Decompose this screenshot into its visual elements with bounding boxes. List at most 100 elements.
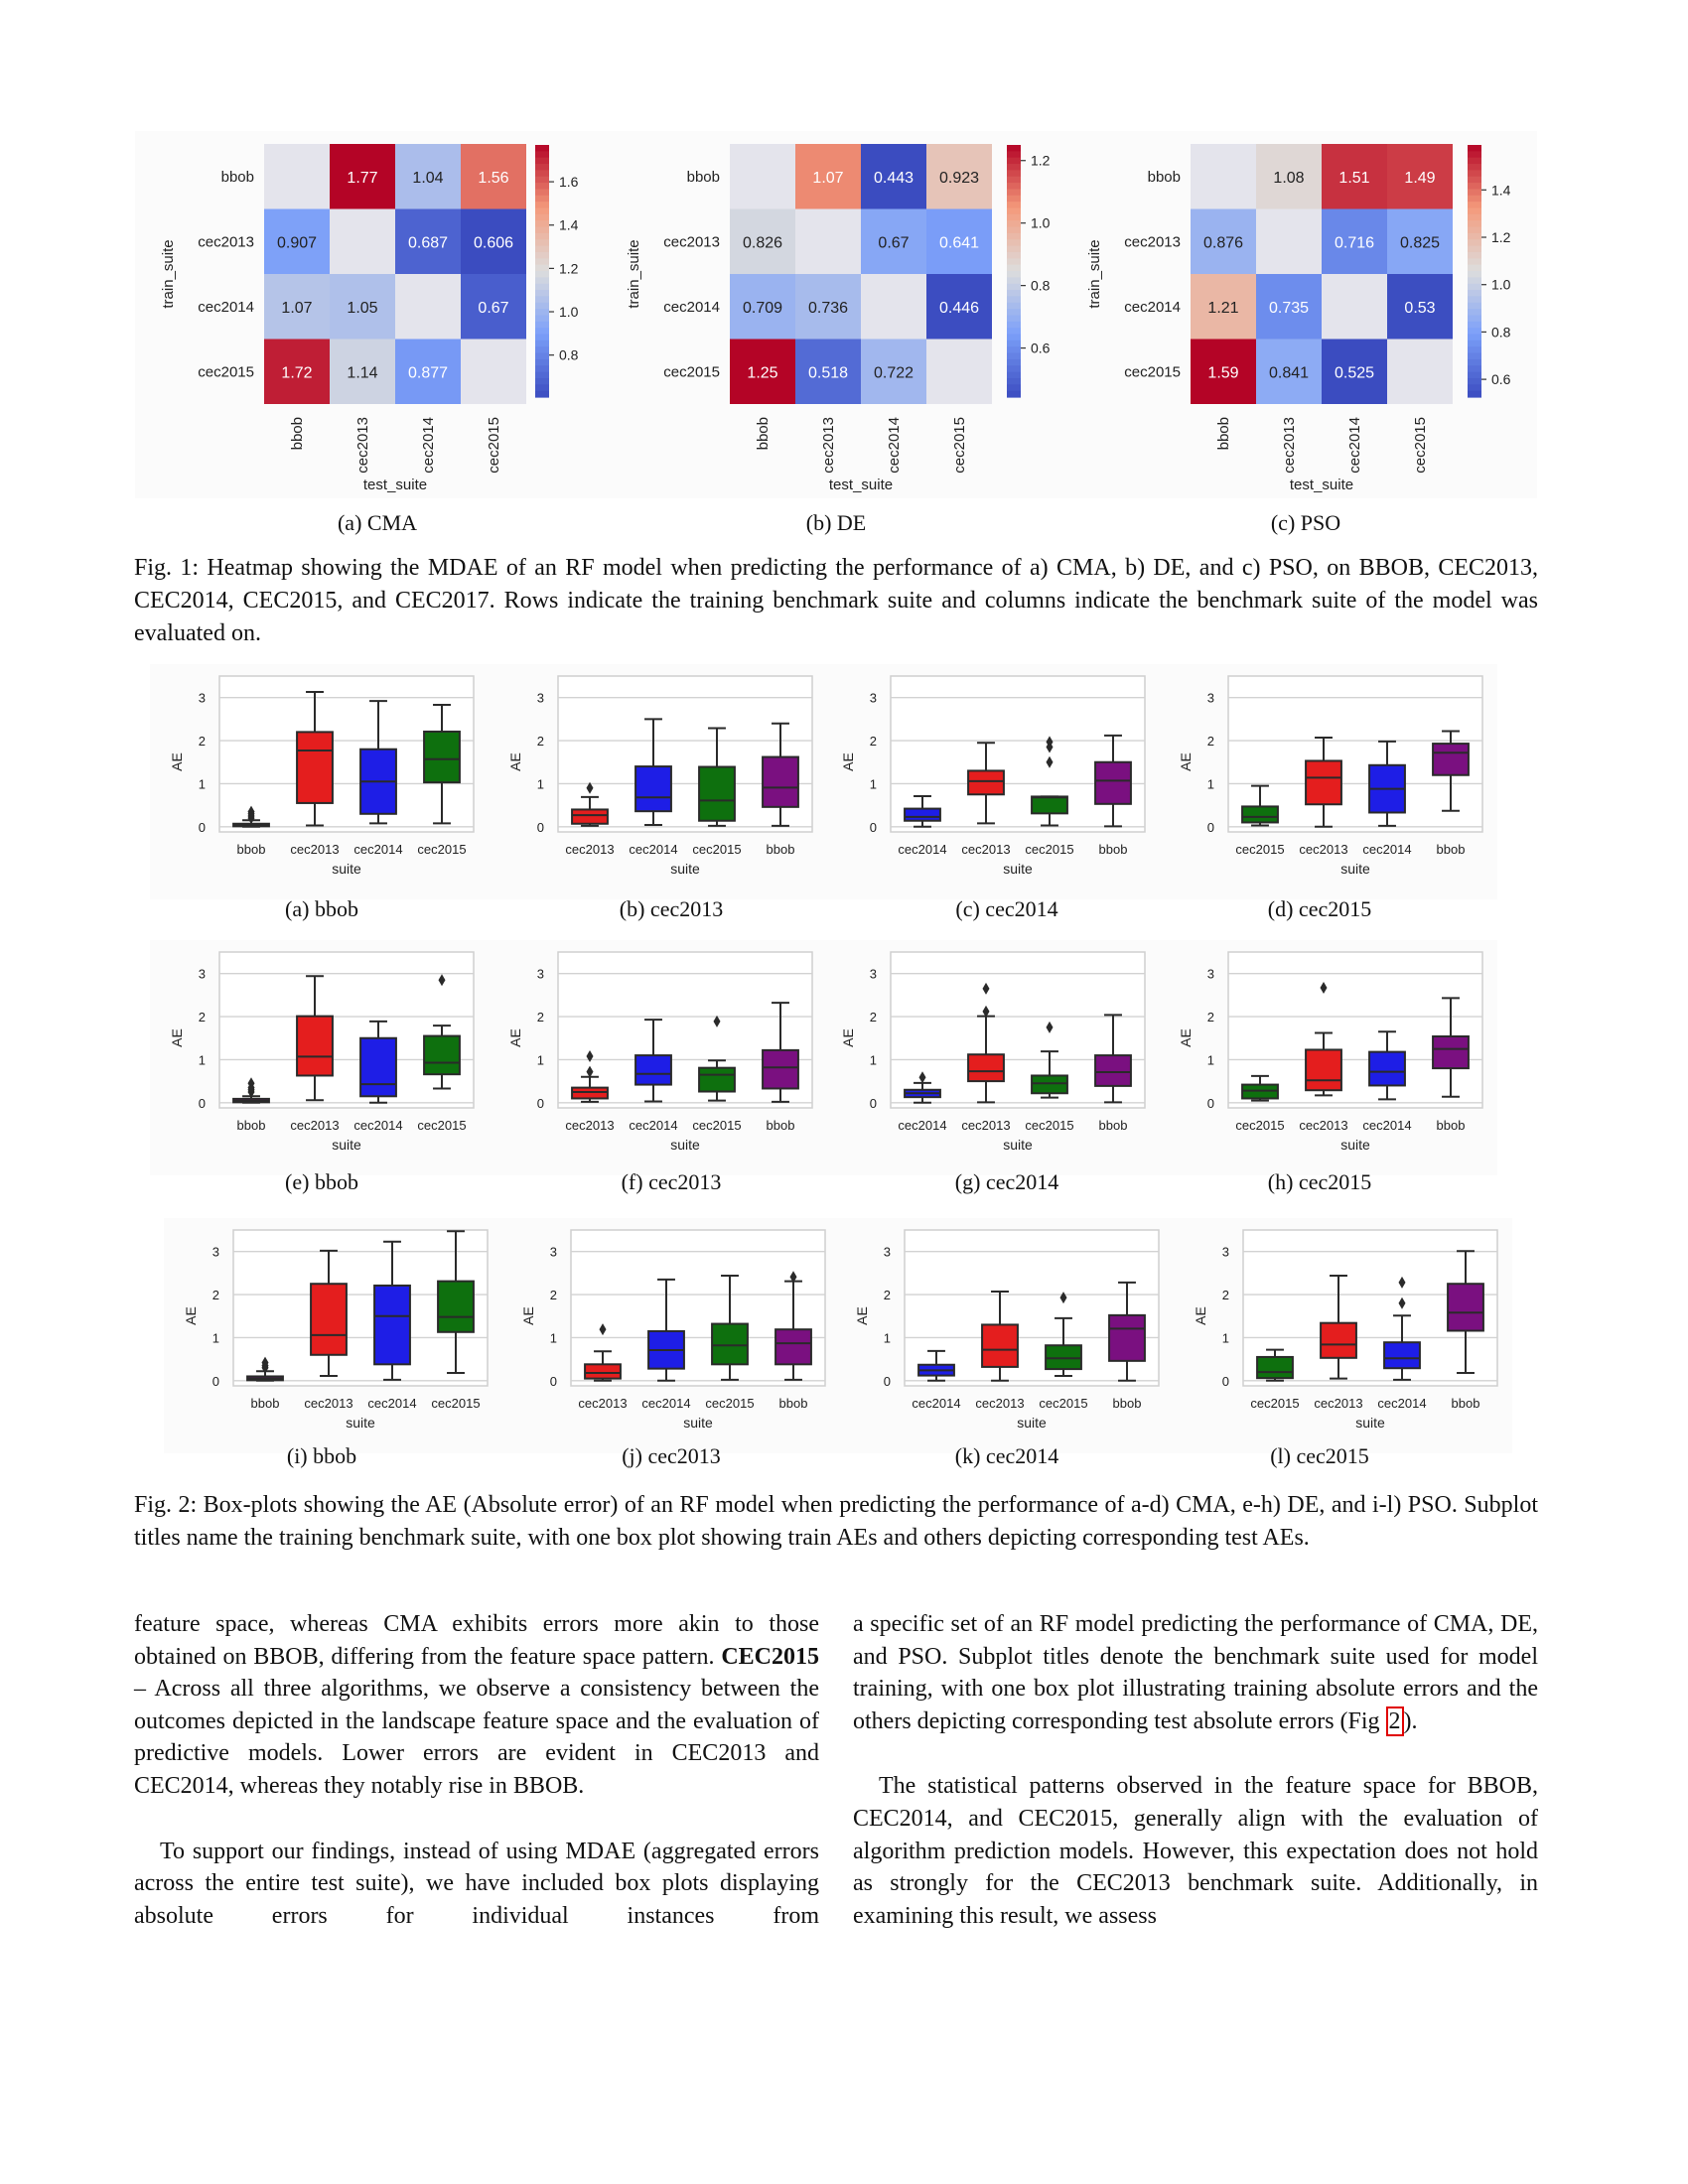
y-tick-label: 3 [870,691,877,706]
x-tick-label: bbob [779,1396,808,1411]
x-tick-label: cec2014 [353,842,402,857]
fig2-subcaption: (b) cec2013 [619,896,724,921]
heatmap-cell-label: 1.07 [812,170,843,187]
heatmap-cell [1256,144,1322,209]
colorbar-segment [535,264,549,272]
heatmap-cell-label: 1.51 [1338,170,1369,187]
colorbar-tick-label: 1.0 [1491,277,1511,293]
y-tick-label: 1 [1207,776,1214,791]
y-tick-label: 3 [537,967,544,982]
text: a specific set of an RF model predicting… [853,1611,1538,1734]
y-tick-label: 1 [537,1052,544,1067]
box-cec2015 [1241,805,1279,824]
row-tick-label: bbob [687,169,720,186]
boxplot-10: 0 1 2 3 AE suite cec2014 cec2013 cec2015 bbob [835,1218,1174,1453]
colorbar-segment [535,271,549,278]
heatmap-cell [861,339,926,404]
colorbar-segment [535,371,549,379]
colorbar-segment [1007,390,1021,398]
colorbar-tick-label: 1.6 [559,174,579,190]
heatmap-cell-label: 0.923 [939,170,979,187]
heatmap-cell [1191,274,1256,340]
colorbar-segment [535,170,549,178]
x-axis-label: suite [1340,861,1370,877]
x-tick-label: cec2013 [290,842,339,857]
heatmap-cell-label: 1.14 [347,364,377,381]
colorbar-tick-label: 1.2 [1491,229,1511,245]
col-tick-label: cec2014 [886,417,903,474]
colorbar-segment [1468,290,1481,297]
y-axis-label: AE [507,752,523,771]
colorbar-segment [1007,220,1021,228]
heatmap-cell-empty [395,274,461,340]
x-tick-label: cec2015 [705,1396,754,1411]
heatmap-cell-label: 1.72 [281,364,312,381]
x-axis-label: suite [332,1137,361,1153]
x-tick-label: cec2013 [975,1396,1024,1411]
heatmap-cell [330,274,395,340]
colorbar-segment [1007,302,1021,310]
box-cec2015 [423,1034,461,1076]
colorbar-segment [1468,176,1481,184]
left-column: feature space, whereas CMA exhibits erro… [134,1608,819,1932]
x-tick-label: cec2015 [1250,1396,1299,1411]
box-bbob [1094,760,1132,805]
fig2-subcaption: (h) cec2015 [1267,1169,1372,1194]
heatmap-0: 1.77 1.04 1.56 0.907 0.687 0.606 1.07 1.05 0.67 1… [135,131,605,498]
x-tick-label: cec2013 [565,842,614,857]
fig1-subcaption-b: (b) DE [805,510,867,535]
box-cec2014 [1383,1341,1421,1370]
box-cec2013 [1320,1321,1357,1359]
heatmap-cell [795,339,861,404]
colorbar-tick-label: 0.6 [1031,341,1051,356]
y-axis-label: AE [1178,1028,1194,1047]
y-tick-label: 0 [870,820,877,835]
colorbar-segment [535,340,549,347]
heatmap-cell-label: 1.08 [1273,170,1304,187]
heatmap-cell-label: 0.735 [1269,300,1309,317]
x-tick-label: cec2014 [1362,842,1411,857]
outlier-marker [438,974,446,987]
heatmap-cell-label: 0.876 [1203,234,1243,251]
colorbar-segment [1007,232,1021,240]
y-tick-label: 2 [199,1010,206,1024]
y-axis-label: AE [183,1306,199,1325]
heatmap-cell-label: 0.716 [1335,234,1374,251]
colorbar-segment [535,202,549,209]
colorbar-segment [1468,195,1481,203]
row-tick-label: bbob [1148,169,1181,186]
x-tick-label: cec2013 [578,1396,627,1411]
y-tick-label: 2 [870,734,877,749]
colorbar-segment [1007,309,1021,317]
colorbar-segment [535,183,549,191]
row-tick-label: cec2013 [1124,233,1181,250]
x-tick-label: cec2015 [431,1396,480,1411]
outlier-marker [599,1323,607,1336]
outlier-marker [586,1049,594,1062]
y-tick-label: 1 [884,1330,891,1345]
colorbar-segment [1468,315,1481,323]
figure-reference-link[interactable]: 2 [1385,1706,1404,1736]
colorbar-segment [1468,271,1481,278]
y-tick-label: 3 [199,691,206,706]
heatmap-cell-label: 0.67 [478,300,508,317]
heatmap-cell-label: 0.709 [743,300,782,317]
x-tick-label: bbob [1113,1396,1142,1411]
colorbar-segment [1468,245,1481,253]
fig1-caption: Fig. 1: Heatmap showing the MDAE of an R… [134,555,1538,646]
x-tick-label: cec2013 [961,1118,1010,1133]
colorbar-segment [535,346,549,354]
heatmap-cell-label: 0.446 [939,300,979,317]
heatmap-cell-empty [861,274,926,340]
heatmap-cell [1191,339,1256,404]
colorbar-segment [1468,328,1481,336]
x-tick-label: bbob [237,1118,266,1133]
box-cec2015 [1031,795,1068,815]
box-cec2013 [571,808,609,825]
heatmap-cell [1191,208,1256,274]
heatmap-cell-label: 0.687 [408,234,448,251]
x-axis-label: suite [1355,1415,1385,1431]
heatmap-cell-label: 1.59 [1207,364,1238,381]
colorbar-segment [1007,377,1021,385]
y-tick-label: 1 [870,1052,877,1067]
